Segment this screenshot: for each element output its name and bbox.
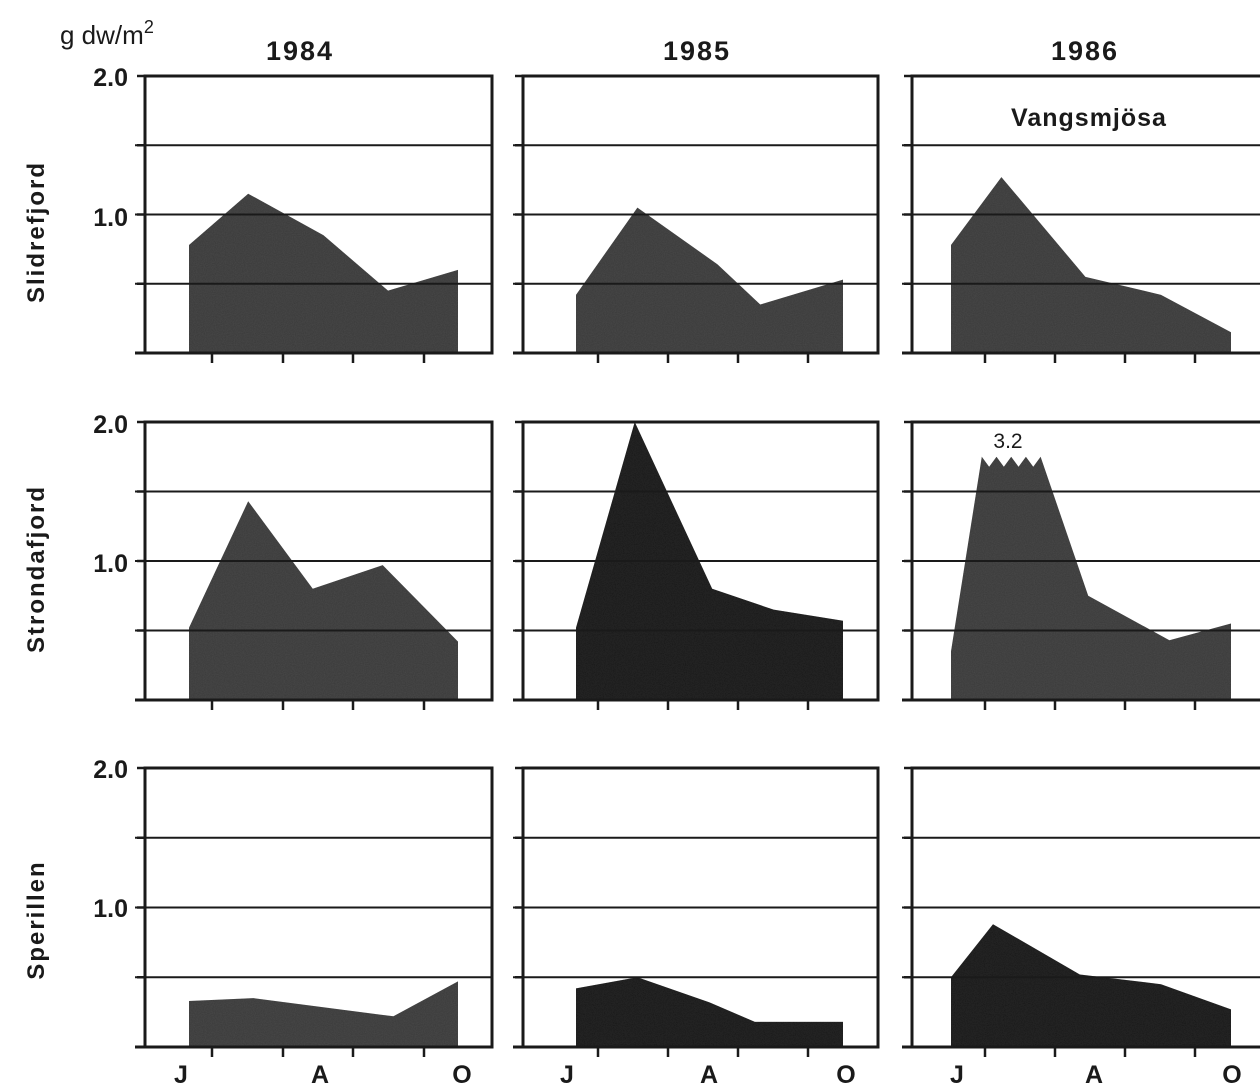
month-label-o: O — [836, 1061, 855, 1088]
ytick-label: 2.0 — [93, 64, 128, 92]
month-label-o: O — [1222, 1061, 1241, 1088]
area-slidrefjord-1986 — [951, 177, 1231, 353]
peak-break-marker — [981, 454, 1041, 467]
area-sperillen-1985 — [576, 977, 843, 1047]
ytick-label: 1.0 — [93, 550, 128, 578]
ytick-label: 1.0 — [93, 895, 128, 923]
column-title-1985: 1985 — [663, 36, 731, 66]
row-label-strondafjord: Strondafjord — [23, 485, 50, 653]
area-slidrefjord-1985 — [576, 207, 843, 353]
annotation-peak-value: 3.2 — [993, 430, 1022, 453]
y-unit-label: g dw/m2 — [60, 17, 154, 50]
month-label-j: J — [174, 1061, 188, 1088]
area-strondafjord-1984 — [189, 501, 458, 700]
month-label-a: A — [700, 1061, 718, 1088]
row-label-sperillen: Sperillen — [23, 860, 50, 979]
month-label-o: O — [452, 1061, 471, 1088]
month-label-j: J — [560, 1061, 574, 1088]
column-title-1986: 1986 — [1051, 36, 1119, 66]
annotations: Vangsmjösa 3.2 — [993, 104, 1167, 453]
area-strondafjord-1986 — [951, 456, 1231, 700]
area-slidrefjord-1984 — [189, 193, 458, 353]
month-label-a: A — [311, 1061, 329, 1088]
area-sperillen-1986 — [951, 924, 1231, 1047]
ytick-label: 1.0 — [93, 204, 128, 232]
ytick-label: 2.0 — [93, 756, 128, 784]
row-label-slidrefjord: Slidrefjord — [23, 161, 50, 303]
ytick-label: 2.0 — [93, 411, 128, 439]
month-label-a: A — [1085, 1061, 1103, 1088]
column-title-1984: 1984 — [266, 36, 334, 66]
panels — [135, 74, 1260, 1057]
month-label-j: J — [950, 1061, 964, 1088]
annotation-vangsmjosa: Vangsmjösa — [1011, 104, 1167, 132]
area-sperillen-1984 — [189, 981, 458, 1047]
